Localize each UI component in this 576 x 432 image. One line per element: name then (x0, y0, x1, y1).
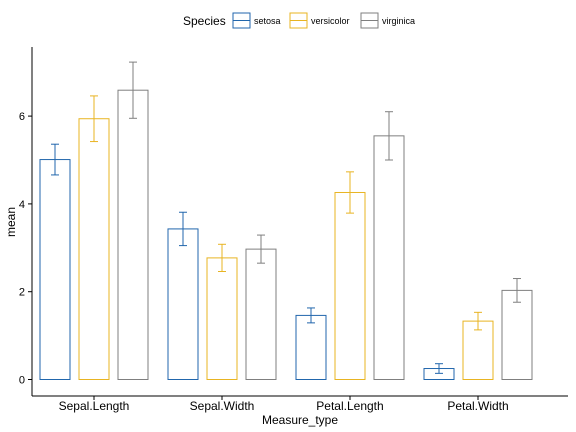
y-tick-label: 6 (19, 111, 25, 123)
x-tick-label: Petal.Length (316, 399, 383, 413)
bar-virginica (117, 89, 149, 380)
x-tick-label: Petal.Width (447, 399, 508, 413)
legend: Species setosa versicolor virginica (183, 12, 415, 29)
x-tick-label: Sepal.Width (190, 399, 255, 413)
x-tick-label: Sepal.Length (59, 399, 130, 413)
x-ticks: Sepal.Length Sepal.Width Petal.Length Petal… (59, 396, 509, 413)
bar-virginica (501, 289, 533, 380)
y-tick-label: 4 (19, 199, 25, 211)
y-ticks: 0 2 4 6 (19, 111, 32, 387)
legend-label-setosa: setosa (254, 16, 281, 26)
y-tick-label: 2 (19, 287, 25, 299)
bar-setosa (167, 228, 199, 380)
bar-versicolor (206, 257, 238, 380)
y-tick-label: 0 (19, 375, 25, 387)
y-axis-label: mean (4, 207, 18, 237)
bar-virginica (245, 248, 277, 380)
x-axis-label: Measure_type (262, 413, 338, 427)
bars (39, 61, 533, 381)
legend-label-virginica: virginica (382, 16, 415, 26)
bar-setosa (295, 314, 327, 381)
legend-title: Species (183, 14, 226, 28)
bar-versicolor (334, 191, 366, 380)
bar-versicolor (462, 320, 494, 381)
bar-setosa (39, 159, 71, 380)
legend-label-versicolor: versicolor (311, 16, 350, 26)
bar-versicolor (78, 118, 110, 380)
bar-virginica (373, 135, 405, 380)
